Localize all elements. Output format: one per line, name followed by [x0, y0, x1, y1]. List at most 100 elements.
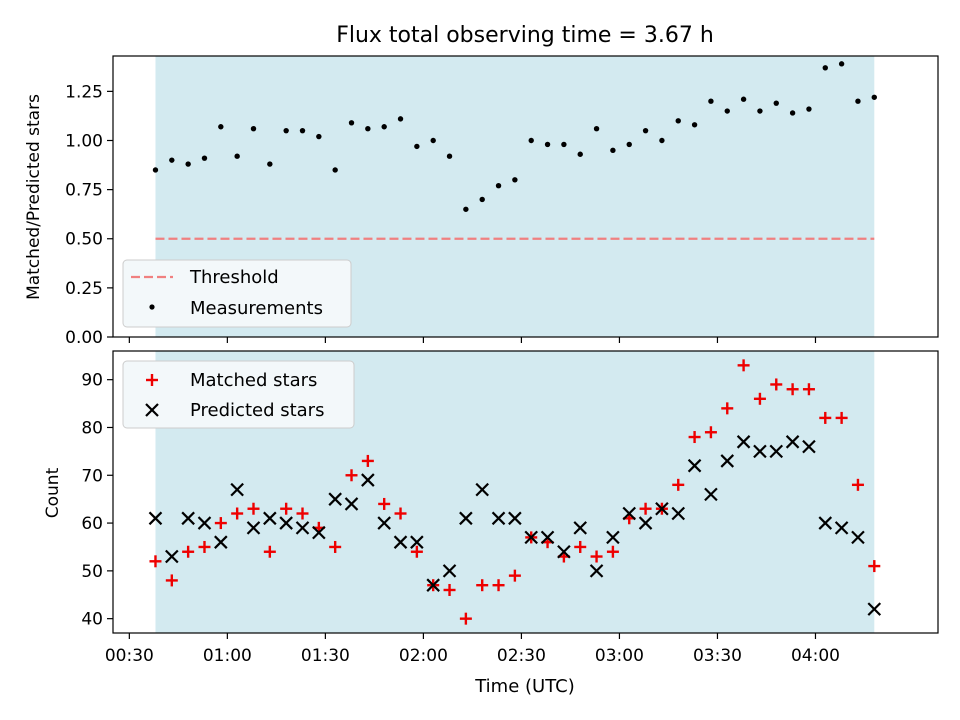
predicted-star-point — [328, 492, 342, 506]
predicted-star-point — [214, 535, 228, 549]
ratio-ytick-label: 0.75 — [65, 181, 103, 201]
predicted-star-point — [197, 516, 212, 530]
measurements-legend-label: Measurements — [190, 298, 323, 319]
measurement-point — [512, 177, 518, 183]
predicted-star-point — [393, 535, 408, 549]
xtick-label: 03:00 — [595, 646, 644, 666]
count-legend-box — [122, 360, 355, 429]
measurement-point — [691, 122, 698, 128]
measurement-point — [365, 126, 371, 132]
matched-star-point — [198, 540, 211, 553]
measurement-point — [169, 157, 175, 163]
predicted-star-point — [181, 511, 195, 526]
matched-star-point — [296, 507, 309, 520]
measurement-point — [185, 161, 191, 167]
matched-star-point — [606, 545, 619, 558]
measurement-point — [218, 124, 224, 130]
predicted-star-point — [687, 458, 702, 473]
predicted-star-point — [230, 482, 244, 497]
measurement-point — [871, 94, 877, 100]
matched-star-point — [704, 426, 717, 439]
xtick-label: 01:00 — [203, 646, 252, 666]
matched-star-point — [378, 497, 391, 510]
predicted-star-point — [508, 511, 522, 526]
count-legend: Matched stars Predicted stars — [122, 360, 355, 429]
matched-star-point — [182, 545, 195, 558]
matched-star-point — [508, 569, 521, 582]
measurement-point — [397, 116, 404, 122]
matched-legend-swatch — [146, 374, 158, 386]
matched-star-point — [394, 507, 407, 520]
predicted-star-point — [802, 439, 816, 454]
measurement-point — [267, 161, 273, 167]
measurement-point — [675, 118, 681, 124]
matched-star-point — [459, 612, 472, 625]
xtick-label: 02:30 — [497, 646, 546, 666]
matched-star-point — [476, 579, 489, 592]
measurement-point — [495, 182, 502, 189]
measurement-point — [332, 167, 338, 173]
matched-star-point — [639, 502, 652, 515]
predicted-star-point — [753, 444, 767, 459]
matched-star-point — [165, 574, 178, 587]
measurement-point — [250, 126, 257, 132]
predicted-star-point — [312, 525, 326, 540]
predicted-star-point — [344, 497, 359, 511]
count-plot-frame — [112, 350, 939, 634]
predicted-star-point — [524, 530, 538, 545]
measurement-point — [283, 127, 289, 134]
measurement-point — [855, 98, 861, 104]
predicted-star-point — [573, 521, 588, 535]
measurements-legend-swatch — [149, 304, 155, 310]
measurement-point — [838, 61, 845, 67]
measurement-point — [201, 155, 208, 161]
matched-star-point — [688, 431, 701, 444]
measurement-point — [463, 206, 469, 212]
measurement-point — [544, 141, 551, 148]
matched-star-point — [263, 545, 276, 558]
ratio-y-axis-label: Matched/Predicted stars — [24, 94, 44, 300]
measurement-point — [757, 108, 763, 114]
xtick-label: 00:30 — [105, 646, 154, 666]
matched-star-point — [149, 555, 162, 568]
predicted-star-point — [867, 602, 882, 616]
ratio-ytick-label: 0.50 — [65, 230, 103, 250]
measurement-point — [299, 127, 306, 134]
predicted-star-point — [377, 516, 391, 530]
measurement-point — [822, 65, 828, 71]
predicted-star-point — [589, 564, 604, 578]
ratio-ytick-label: 0.25 — [65, 279, 103, 299]
predicted-star-point — [785, 435, 800, 449]
predicted-star-point — [834, 521, 849, 535]
matched-star-point — [868, 560, 881, 573]
ratio-legend-box — [122, 259, 352, 328]
matched-star-point — [410, 545, 423, 558]
matched-legend-label: Matched stars — [190, 370, 317, 391]
x-axis-label: Time (UTC) — [474, 676, 575, 697]
predicted-star-point — [720, 454, 735, 468]
matched-star-point — [214, 517, 227, 530]
predicted-star-point — [491, 511, 506, 526]
matched-star-point — [492, 579, 505, 592]
measurement-point — [659, 137, 665, 144]
matched-star-point — [802, 383, 815, 396]
predicted-star-point — [279, 516, 293, 530]
measurement-point — [561, 141, 567, 148]
measurement-point — [528, 137, 534, 144]
predicted-star-point — [540, 530, 555, 545]
predicted-star-point — [165, 549, 179, 564]
predicted-legend-marker — [145, 403, 159, 417]
ratio-plot-frame — [112, 55, 939, 338]
matched-star-point — [770, 378, 783, 391]
threshold-legend-label: Threshold — [189, 267, 279, 288]
predicted-star-point — [622, 506, 637, 521]
predicted-star-point — [638, 516, 653, 530]
predicted-star-point — [246, 521, 261, 535]
xtick-label: 01:30 — [301, 646, 350, 666]
chart-title: Flux total observing time = 3.67 h — [336, 23, 714, 48]
measurement-point — [316, 133, 322, 140]
predicted-star-point — [459, 511, 473, 526]
count-y-axis-label: Count — [43, 467, 63, 518]
measurement-point — [152, 167, 159, 173]
measurement-point — [773, 100, 779, 106]
